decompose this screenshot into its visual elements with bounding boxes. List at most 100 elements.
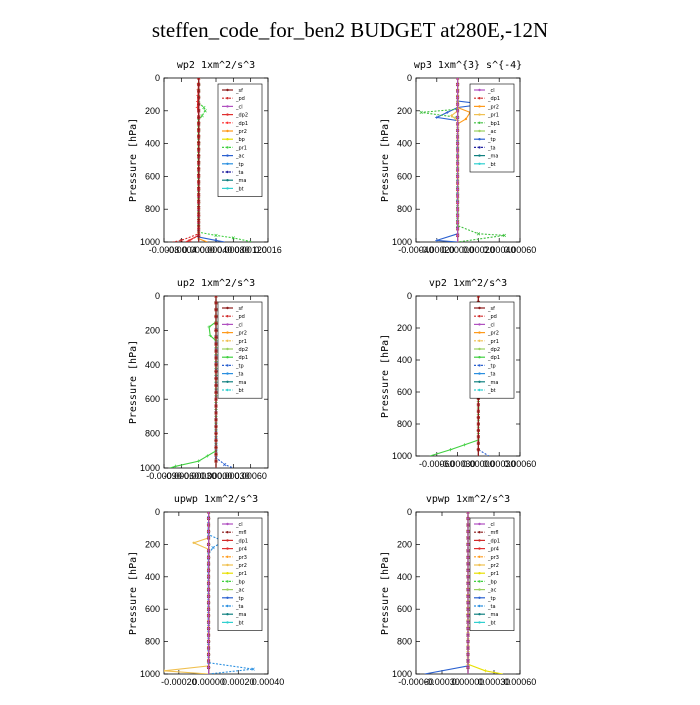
legend-marker xyxy=(226,105,229,108)
data-marker xyxy=(214,397,218,401)
legend-label: _ta xyxy=(235,372,244,378)
legend-label: _pd xyxy=(235,96,245,102)
data-marker xyxy=(456,128,460,133)
data-marker xyxy=(214,370,218,374)
x-tick-label: 0.0016 xyxy=(254,245,282,255)
y-axis-label: Pressure [hPa] xyxy=(380,334,391,418)
data-marker xyxy=(466,512,470,514)
legend-marker xyxy=(478,146,481,149)
legend-marker xyxy=(478,372,481,375)
panel-title: vpwp 1xm^2/s^3 xyxy=(426,494,510,505)
legend-marker xyxy=(226,146,229,149)
legend-label: _ta xyxy=(487,145,496,151)
legend-box xyxy=(469,517,515,631)
legend-label: _mfl xyxy=(235,530,247,536)
x-tick-label: -0.00060 xyxy=(398,677,434,687)
data-marker xyxy=(206,640,211,644)
data-marker xyxy=(435,238,439,242)
y-axis-label: Pressure [hPa] xyxy=(380,118,391,202)
legend-label: _ac xyxy=(235,154,245,160)
data-marker xyxy=(456,233,460,238)
legend-marker xyxy=(226,539,229,542)
data-marker xyxy=(456,148,460,152)
legend-marker xyxy=(226,531,229,534)
y-tick-label: 0 xyxy=(407,291,412,301)
data-marker xyxy=(197,147,201,151)
data-marker xyxy=(206,633,211,637)
data-marker xyxy=(214,404,218,408)
data-marker xyxy=(456,194,460,198)
legend-marker xyxy=(226,580,229,583)
x-tick-label: 0.00000 xyxy=(200,471,233,481)
series-line-dp1 xyxy=(185,78,200,242)
data-marker xyxy=(456,82,460,87)
legend: _cl _mfl _dp1 _pr4 _pr3 _pr2 _pr1 _bp _ac _tp _ta _… xyxy=(469,517,515,631)
x-tick-label: -0.00020 xyxy=(161,677,197,687)
data-marker xyxy=(214,459,218,463)
data-marker xyxy=(223,462,227,467)
data-marker xyxy=(197,224,201,228)
series-group xyxy=(419,78,507,242)
legend-label: _bp xyxy=(235,579,245,585)
x-tick-label: 0.00000 xyxy=(462,459,495,469)
legend: _sf _pd _cl _dp2 _dp1 _pr2 _bp _pr1 _ac _tp _ta _ma… xyxy=(217,83,263,197)
legend-marker xyxy=(226,154,229,157)
data-marker xyxy=(206,588,211,592)
legend-marker xyxy=(226,388,229,392)
data-marker xyxy=(197,128,201,132)
series-line-pr1 xyxy=(198,78,253,242)
data-marker xyxy=(456,174,460,178)
data-marker xyxy=(466,620,470,624)
data-marker xyxy=(214,321,218,326)
data-marker xyxy=(173,464,178,468)
legend-marker xyxy=(226,356,229,359)
data-marker xyxy=(197,109,201,113)
legend-label: _bt xyxy=(235,186,244,192)
y-tick-label: 400 xyxy=(397,572,412,582)
legend-marker xyxy=(478,580,481,583)
legend-label: _tp xyxy=(487,596,496,602)
data-marker xyxy=(197,166,201,170)
series-markers-ac xyxy=(197,78,218,242)
y-tick-label: 600 xyxy=(145,394,160,404)
y-tick-label: 1000 xyxy=(392,237,412,247)
data-marker xyxy=(206,536,211,540)
legend-marker xyxy=(478,347,481,351)
legend-marker xyxy=(226,621,229,624)
x-tick-label: -0.00020 xyxy=(419,245,455,255)
legend-marker xyxy=(226,347,229,351)
data-marker xyxy=(206,555,211,559)
panel-title: upwp 1xm^2/s^3 xyxy=(174,494,258,505)
legend-label: _cl xyxy=(235,522,243,528)
series-line-tp xyxy=(477,296,490,456)
data-marker xyxy=(197,204,201,209)
legend-label: _dp2 xyxy=(487,347,500,353)
legend-marker xyxy=(226,97,229,100)
data-marker xyxy=(466,536,470,540)
legend-marker xyxy=(478,604,481,608)
legend-marker xyxy=(478,331,481,334)
data-marker xyxy=(466,555,470,559)
data-marker xyxy=(483,669,487,673)
panel-title: wp2 1xm^2/s^3 xyxy=(177,60,255,71)
legend-marker xyxy=(226,572,229,575)
legend-label: _cl xyxy=(235,322,243,328)
data-marker xyxy=(231,236,235,240)
legend-marker xyxy=(478,563,481,567)
legend-marker xyxy=(226,315,229,318)
legend-label: _pr1 xyxy=(235,339,247,345)
legend-marker xyxy=(226,113,229,116)
legend-label: _pr2 xyxy=(235,129,247,135)
data-marker xyxy=(456,115,460,119)
x-tick-label: -0.00060 xyxy=(419,459,455,469)
legend-marker xyxy=(226,588,229,591)
data-marker xyxy=(197,141,201,145)
y-tick-label: 0 xyxy=(407,507,412,517)
legend-marker xyxy=(478,129,481,133)
legend-marker xyxy=(226,121,229,125)
series-markers-cl xyxy=(456,78,460,238)
y-tick-label: 200 xyxy=(397,539,412,549)
data-marker xyxy=(466,568,470,572)
legend-label: _bt xyxy=(487,162,496,168)
